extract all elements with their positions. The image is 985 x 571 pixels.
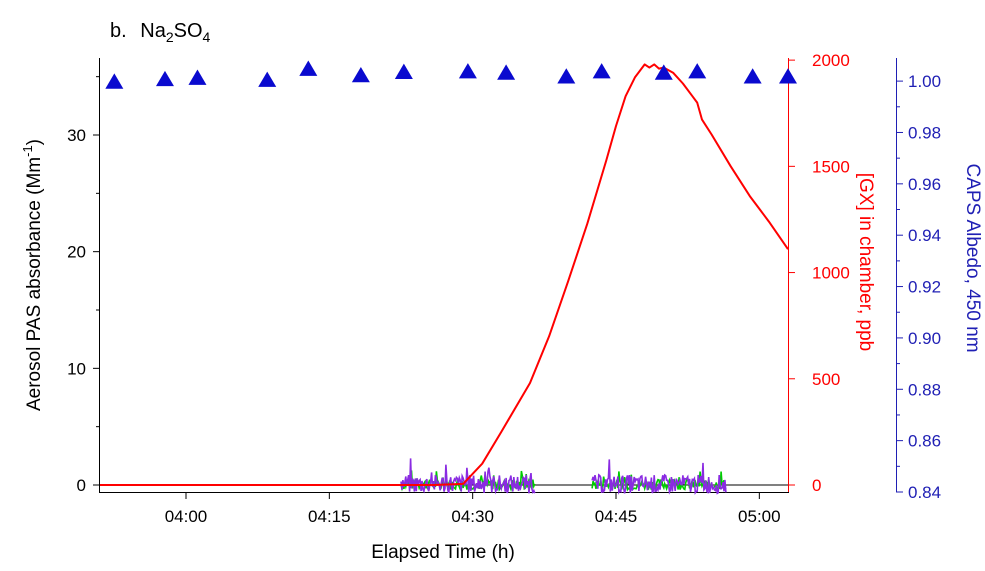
pas-absorbance-series [400, 458, 727, 495]
right1-tick-label: 2000 [812, 51, 850, 70]
left-tick-label: 30 [67, 126, 86, 145]
chart-title: b. Na2SO4 [110, 20, 211, 45]
right2-tick-label: 0.92 [908, 278, 941, 297]
gx-line [100, 63, 789, 486]
left-tick-label: 10 [67, 359, 86, 378]
title-mid: SO [174, 20, 203, 42]
albedo-point [779, 68, 797, 84]
albedo-point [743, 68, 762, 84]
left-tick-label: 20 [67, 243, 86, 262]
title-sub2: 4 [203, 29, 211, 45]
albedo-point [258, 71, 277, 87]
x-tick-label: 04:00 [165, 507, 208, 526]
albedo-point [497, 64, 516, 80]
right2-tick-label: 0.86 [908, 432, 941, 451]
albedo-point [155, 70, 174, 87]
albedo-point [458, 63, 477, 79]
right2-tick-label: 0.88 [908, 380, 941, 399]
left-axis-title: Aerosol PAS absorbance (Mm-1) [20, 139, 45, 411]
albedo-series [105, 60, 797, 89]
title-sub1: 2 [166, 29, 174, 45]
x-tick-label: 04:45 [595, 507, 638, 526]
albedo-point [299, 60, 318, 76]
right-axis-2-title: CAPS Albedo, 450 nm [962, 163, 983, 352]
x-axis-title: Elapsed Time (h) [371, 542, 515, 563]
albedo-point [557, 68, 576, 84]
x-tick-label: 05:00 [738, 507, 781, 526]
x-tick-label: 04:15 [308, 507, 351, 526]
right-axis-1-title: [GX] in chamber, ppb [855, 173, 876, 352]
right1-tick-label: 1500 [812, 157, 850, 176]
right2-tick-label: 1.00 [908, 72, 941, 91]
albedo-point [688, 63, 707, 79]
left-tick-label: 0 [77, 476, 86, 495]
right1-tick-label: 500 [812, 370, 840, 389]
x-axis-ticks: 04:00 04:15 04:30 04:45 05:00 [165, 492, 781, 526]
right1-tick-label: 1000 [812, 264, 850, 283]
right-axis-2-ticks: 0.84 0.86 0.88 0.90 0.92 0.94 0.96 0.98 1.00 [896, 72, 941, 502]
albedo-point [188, 69, 207, 85]
right-axis-1-ticks: 0 500 1000 1500 2000 [788, 51, 850, 495]
albedo-point [394, 63, 413, 79]
title-main: Na [140, 20, 166, 42]
pas-noise-line [400, 458, 536, 495]
right1-tick-label: 0 [812, 476, 821, 495]
right2-tick-label: 0.96 [908, 175, 941, 194]
x-tick-label: 04:30 [451, 507, 494, 526]
right2-tick-label: 0.90 [908, 329, 941, 348]
albedo-point [105, 73, 124, 89]
right2-tick-label: 0.84 [908, 483, 941, 502]
left-axis-ticks: 0 10 20 30 [67, 76, 100, 495]
right2-tick-label: 0.98 [908, 123, 941, 142]
right2-tick-label: 0.94 [908, 226, 941, 245]
albedo-point [592, 63, 611, 79]
panel-label: b. [110, 20, 127, 42]
albedo-point [654, 64, 673, 80]
gx-series [100, 63, 789, 486]
pas-noise-line [591, 459, 727, 495]
albedo-point [351, 66, 370, 83]
